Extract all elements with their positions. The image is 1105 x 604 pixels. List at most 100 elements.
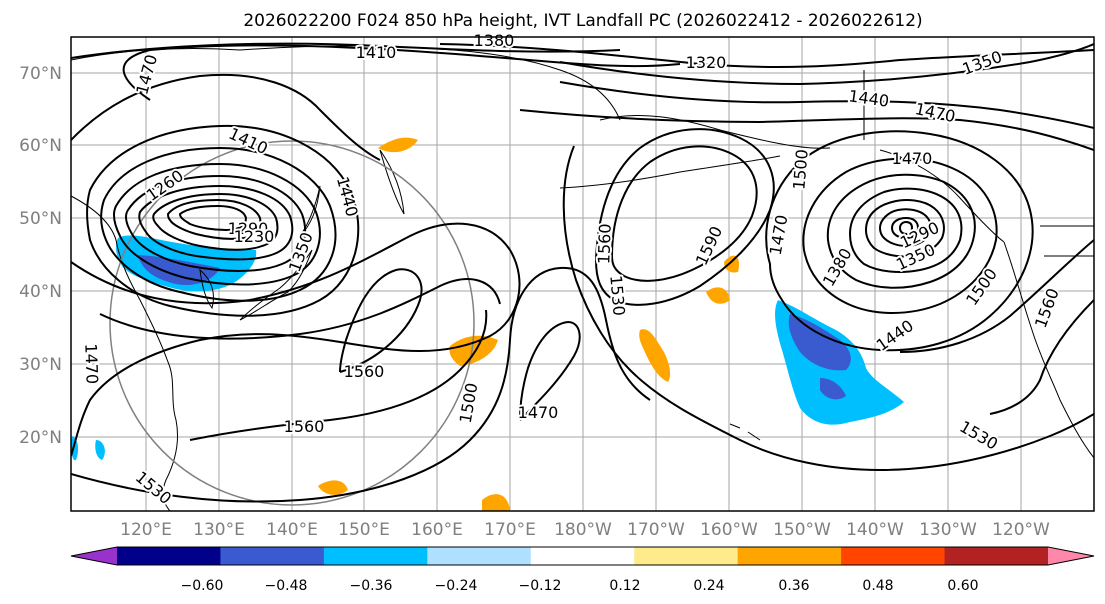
colorbar-segment (323, 547, 428, 565)
coast-sakhalin (299, 185, 321, 237)
contour-1410-trough (826, 173, 976, 289)
contour-1470-south (71, 222, 521, 457)
contour-1320-low (124, 174, 307, 272)
contour-label: 1230 (234, 227, 275, 246)
contour-label: 1410 (356, 43, 397, 62)
colorbar-segment (220, 547, 325, 565)
colorbar-tick: −0.48 (265, 578, 308, 594)
height-contours (71, 42, 1094, 503)
lon-label: 160°E (411, 520, 463, 540)
colorbar-segment (841, 547, 946, 565)
lat-label: 40°N (19, 282, 62, 302)
colorbar-segment (944, 547, 1049, 565)
colorbar-tick: 0.48 (862, 578, 893, 594)
contour-1560-east (989, 299, 1094, 415)
contour-1560-west (339, 268, 423, 373)
contour-1470-west (71, 73, 381, 161)
contour-label: 1380 (474, 31, 515, 50)
lon-label: 180°W (554, 520, 612, 540)
contour-1290-trough (890, 216, 920, 240)
ivt-negative-edge (71, 436, 79, 461)
lon-label: 150°E (338, 520, 390, 540)
colorbar-tick: 0.12 (609, 578, 640, 594)
coast-aleutians (559, 155, 781, 189)
colorbar-tick: 0.36 (778, 578, 809, 594)
contour-1470-trough (765, 130, 1034, 352)
contour-1320 (439, 43, 1094, 68)
contour-1410-north (122, 44, 681, 101)
contour-1260-low (152, 192, 279, 251)
lon-label: 160°W (700, 520, 758, 540)
contour-label: 1320 (686, 53, 727, 72)
lon-label: 150°W (773, 520, 831, 540)
contour-1290-low (138, 184, 294, 261)
contour-1500-east (899, 239, 1094, 353)
ivt-negative-small (95, 440, 105, 460)
ivt-positive-patch-4 (482, 494, 510, 511)
contour-label: 1560 (594, 223, 614, 264)
contour-1590-ridge (610, 145, 758, 282)
figure-title: 2026022200 F024 850 hPa height, IVT Land… (243, 11, 922, 31)
contour-label: 1500 (789, 148, 811, 190)
contour-label: 1470 (518, 403, 559, 422)
ivt-positive-patch-2 (724, 255, 740, 273)
lon-label: 130°W (919, 520, 977, 540)
colorbar-tick: 0.60 (947, 578, 978, 594)
ivt-strong-negative-east-asia (138, 255, 220, 286)
coast-kamchatka (379, 149, 405, 215)
colorbar-tick: −0.24 (435, 578, 478, 594)
colorbar-segment (634, 547, 739, 565)
contour-1380-trough (848, 187, 963, 273)
colorbar-tick: −0.36 (350, 578, 393, 594)
colorbar-ticks: −0.60 −0.48 −0.36 −0.24 −0.12 0.12 0.24 … (181, 578, 979, 594)
latitude-labels: 70°N 60°N 50°N 40°N 30°N 20°N (19, 64, 62, 448)
colorbar-outline (70, 546, 1095, 566)
lon-label: 130°E (193, 520, 245, 540)
contour-label: 1470 (892, 149, 933, 168)
lon-label: 140°W (846, 520, 904, 540)
contour-label: 1290 (228, 219, 269, 238)
lat-label: 30°N (19, 355, 62, 375)
contour-label: 1560 (284, 417, 325, 436)
contour-1500-west (99, 278, 501, 340)
contour-1530-east (562, 145, 1094, 472)
colorbar-extend-high (1048, 547, 1094, 565)
contour-1410-low (86, 124, 360, 317)
ivt-positive-central-pacific (449, 335, 498, 366)
contour-1230-low (166, 198, 262, 240)
ivt-positive-subtropics (639, 329, 671, 382)
colorbar-tick: −0.12 (519, 578, 562, 594)
colorbar-extend-low (71, 547, 117, 565)
contour-1200-low (178, 204, 248, 232)
longitude-labels: 120°E 130°E 140°E 150°E 160°E 170°E 180°… (120, 520, 1050, 540)
contour-1350 (559, 43, 1094, 86)
contour-1320-trough (878, 208, 932, 248)
ivt-positive-patch-1 (706, 287, 730, 304)
ivt-positive-kamchatka (378, 137, 418, 153)
contour-label: 1470 (81, 343, 101, 384)
map-panel: 1380 1410 1320 1350 1440 1470 1470 1410 … (70, 29, 1095, 512)
coast-korea (199, 268, 214, 310)
lon-label: 140°E (266, 520, 318, 540)
contour-1380 (71, 42, 621, 59)
contour-1470-central (519, 320, 581, 421)
colorbar-segment (117, 547, 221, 565)
ivt-positive-patch-3 (318, 480, 348, 495)
contour-1350-low (112, 162, 321, 286)
contour-label: 1530 (606, 274, 628, 316)
coast-alaska-north (599, 114, 831, 149)
contour-1470-north (519, 109, 1094, 151)
colorbar-segment (737, 547, 842, 565)
lat-label: 70°N (19, 64, 62, 84)
contour-1440 (559, 81, 1094, 129)
contour-label: 1560 (344, 362, 385, 381)
lon-label: 120°W (992, 520, 1050, 540)
lat-label: 20°N (19, 428, 62, 448)
border-lines (1040, 225, 1094, 257)
contour-1530-west (189, 309, 488, 441)
landfall-reference-circle (109, 140, 475, 506)
contour-1500-central (71, 266, 651, 503)
map-frame (70, 36, 1095, 512)
lon-label: 120°E (120, 520, 172, 540)
